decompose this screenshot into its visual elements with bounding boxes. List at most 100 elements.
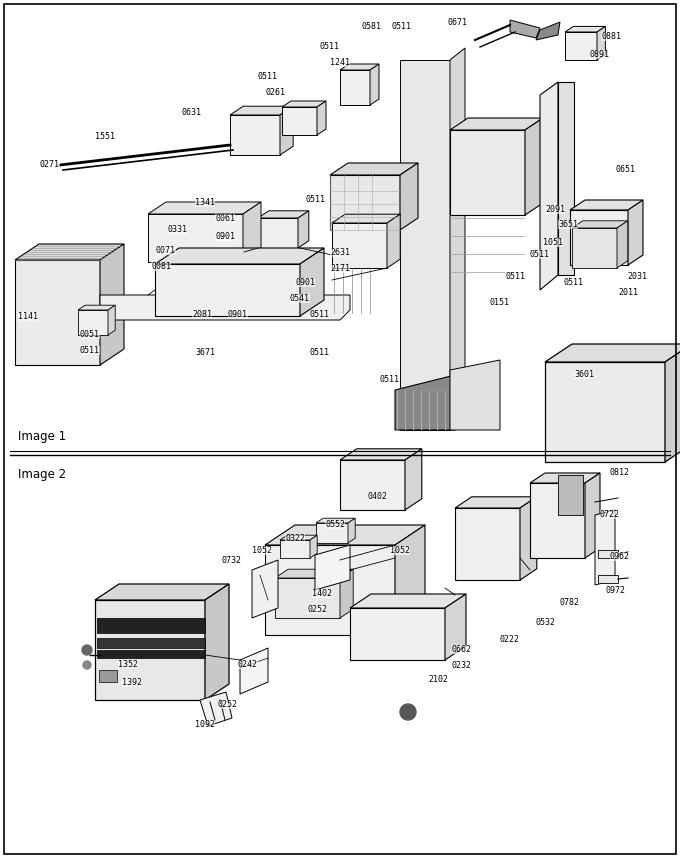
Text: 0511: 0511 xyxy=(530,250,550,259)
Text: 0511: 0511 xyxy=(310,310,330,319)
Text: 3671: 3671 xyxy=(195,348,215,357)
Polygon shape xyxy=(540,82,558,290)
Bar xyxy=(598,575,618,583)
Polygon shape xyxy=(572,228,617,268)
Polygon shape xyxy=(545,362,665,462)
Polygon shape xyxy=(350,594,466,608)
Polygon shape xyxy=(195,215,265,250)
Polygon shape xyxy=(230,106,293,115)
Polygon shape xyxy=(280,535,317,540)
Polygon shape xyxy=(340,460,405,510)
Polygon shape xyxy=(316,523,348,543)
Text: 2631: 2631 xyxy=(330,248,350,257)
Polygon shape xyxy=(628,200,643,265)
Text: 0532: 0532 xyxy=(535,618,555,627)
Polygon shape xyxy=(280,106,293,155)
Polygon shape xyxy=(455,497,537,508)
Text: 1241: 1241 xyxy=(330,58,350,67)
Polygon shape xyxy=(530,473,600,483)
Polygon shape xyxy=(665,344,680,462)
Polygon shape xyxy=(310,535,317,558)
Polygon shape xyxy=(595,510,615,585)
Text: 0252: 0252 xyxy=(218,700,238,709)
Text: 2171: 2171 xyxy=(330,264,350,273)
Bar xyxy=(598,550,618,558)
Polygon shape xyxy=(300,248,324,316)
Text: 3601: 3601 xyxy=(574,370,594,379)
Text: 0782: 0782 xyxy=(560,598,580,607)
Polygon shape xyxy=(405,449,422,510)
Polygon shape xyxy=(400,60,450,430)
Polygon shape xyxy=(332,223,387,268)
Polygon shape xyxy=(570,200,643,210)
Bar xyxy=(558,475,583,515)
Text: 0901: 0901 xyxy=(215,232,235,241)
Polygon shape xyxy=(400,163,418,230)
Polygon shape xyxy=(15,260,100,365)
Text: Image 1: Image 1 xyxy=(18,430,66,443)
Polygon shape xyxy=(450,118,543,130)
Text: 0271: 0271 xyxy=(40,160,60,169)
Polygon shape xyxy=(525,118,543,215)
Text: 0511: 0511 xyxy=(258,72,278,81)
Text: 0511: 0511 xyxy=(310,348,330,357)
Polygon shape xyxy=(530,483,585,558)
Text: 1352: 1352 xyxy=(118,660,138,669)
Text: 1551: 1551 xyxy=(95,132,115,141)
Text: 0732: 0732 xyxy=(222,556,242,565)
Polygon shape xyxy=(230,115,280,155)
Polygon shape xyxy=(275,578,340,618)
Polygon shape xyxy=(317,101,326,135)
Text: 1402: 1402 xyxy=(312,589,332,598)
Text: 0222: 0222 xyxy=(500,635,520,644)
Polygon shape xyxy=(597,27,605,60)
Bar xyxy=(97,650,205,658)
Text: 0541: 0541 xyxy=(290,294,310,303)
Polygon shape xyxy=(315,545,350,590)
Text: 0962: 0962 xyxy=(610,552,630,561)
Polygon shape xyxy=(395,525,425,635)
Text: 0511: 0511 xyxy=(80,346,100,355)
Text: 1392: 1392 xyxy=(122,678,142,687)
Text: 0972: 0972 xyxy=(605,586,625,595)
Text: 0051: 0051 xyxy=(80,330,100,339)
Polygon shape xyxy=(450,360,500,430)
Polygon shape xyxy=(78,305,115,310)
Text: 0322: 0322 xyxy=(285,534,305,543)
Polygon shape xyxy=(100,244,124,365)
Text: 0581: 0581 xyxy=(362,22,382,31)
Text: 0671: 0671 xyxy=(448,18,468,27)
Text: 0402: 0402 xyxy=(368,492,388,501)
Text: 2091: 2091 xyxy=(545,205,565,214)
Polygon shape xyxy=(370,64,379,105)
Polygon shape xyxy=(340,449,422,460)
Polygon shape xyxy=(545,344,680,362)
Text: 0511: 0511 xyxy=(320,42,340,51)
Circle shape xyxy=(82,645,92,655)
Polygon shape xyxy=(395,375,455,430)
Circle shape xyxy=(83,661,91,669)
Text: 0812: 0812 xyxy=(610,468,630,477)
Polygon shape xyxy=(155,248,324,264)
Polygon shape xyxy=(330,175,400,230)
Bar xyxy=(99,670,117,682)
Text: 0552: 0552 xyxy=(325,520,345,529)
Polygon shape xyxy=(205,584,229,700)
Polygon shape xyxy=(572,221,628,228)
Text: 1052: 1052 xyxy=(252,546,272,555)
Polygon shape xyxy=(445,594,466,660)
Polygon shape xyxy=(565,32,597,60)
Text: 0891: 0891 xyxy=(590,50,610,59)
Polygon shape xyxy=(95,584,229,600)
Polygon shape xyxy=(243,202,261,262)
Polygon shape xyxy=(387,214,401,268)
Text: 0901: 0901 xyxy=(295,278,315,287)
Text: 0252: 0252 xyxy=(307,605,327,614)
Text: 0631: 0631 xyxy=(182,108,202,117)
Polygon shape xyxy=(450,130,525,215)
Text: 1052: 1052 xyxy=(390,546,410,555)
Text: 0511: 0511 xyxy=(305,195,325,204)
Text: 0511: 0511 xyxy=(380,375,400,384)
Text: 0511: 0511 xyxy=(505,272,525,281)
Polygon shape xyxy=(298,211,309,248)
